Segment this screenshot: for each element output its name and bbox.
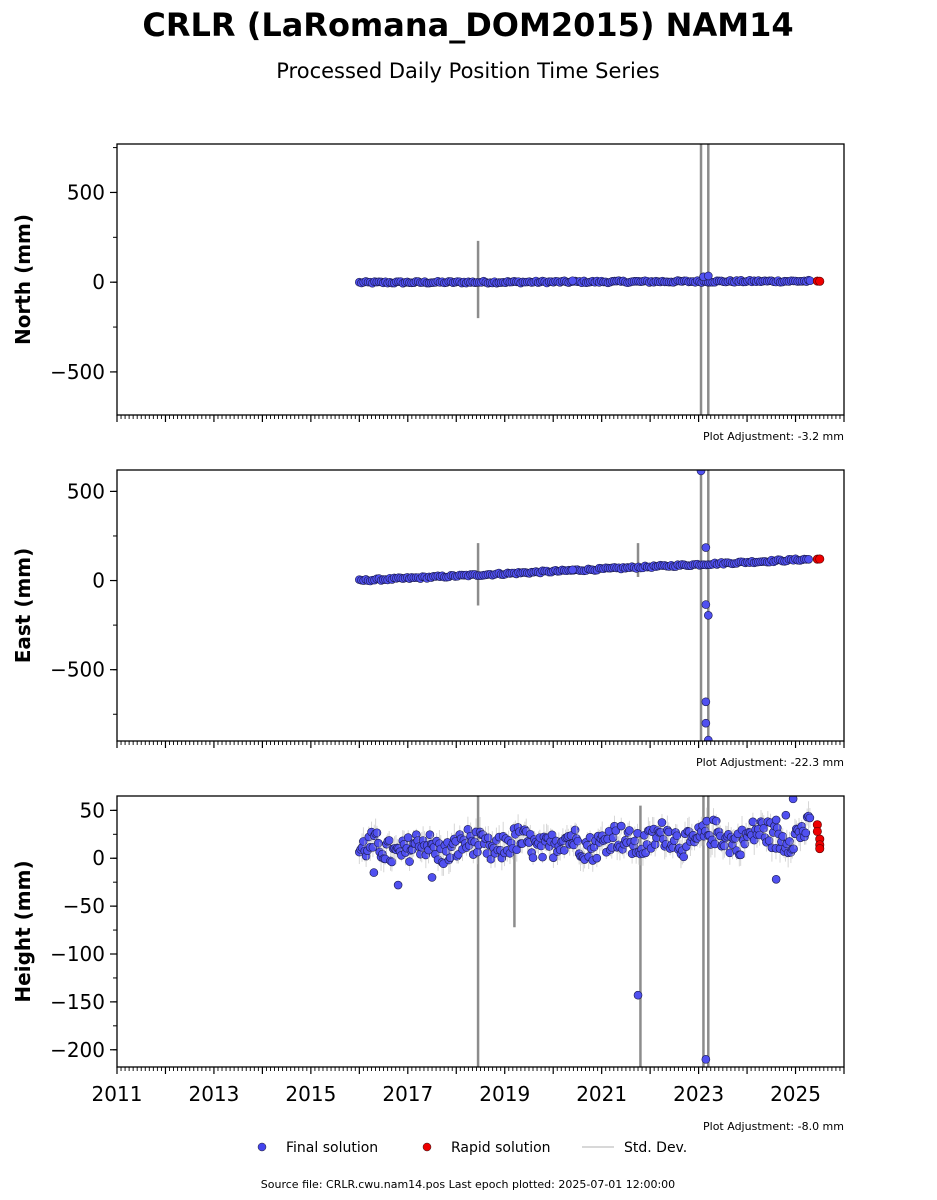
plot-area xyxy=(355,470,825,741)
y-tick-label: −150 xyxy=(50,990,105,1014)
plot-area xyxy=(355,796,825,1067)
rapid-point xyxy=(815,554,825,564)
rapid-point xyxy=(815,276,825,286)
final-point xyxy=(771,815,781,825)
final-point xyxy=(805,813,815,823)
x-tick-label: 2013 xyxy=(188,1082,239,1106)
plot-adjustment-note: Plot Adjustment: -22.3 mm xyxy=(696,756,844,769)
final-point xyxy=(528,853,538,863)
y-tick-label: −500 xyxy=(50,360,105,384)
final-point xyxy=(703,735,713,741)
y-axis-label: North (mm) xyxy=(11,214,35,345)
legend-label: Rapid solution xyxy=(451,1140,551,1156)
final-point xyxy=(771,875,781,884)
rapid-point xyxy=(815,844,825,854)
plot-area xyxy=(355,144,825,415)
plot-frame xyxy=(116,469,845,742)
final-point xyxy=(781,810,791,820)
y-tick-label: 0 xyxy=(92,846,105,870)
y-tick-label: 0 xyxy=(92,569,105,593)
final-point xyxy=(384,836,394,845)
rapid-point xyxy=(812,826,822,836)
legend-item: Rapid solution xyxy=(422,1140,551,1156)
final-point xyxy=(427,873,437,882)
y-tick-label: −200 xyxy=(50,1038,105,1062)
final-point xyxy=(789,844,798,854)
y-axis-label: Height (mm) xyxy=(11,860,35,1002)
final-point xyxy=(736,850,745,860)
figure-subtitle: Processed Daily Position Time Series xyxy=(276,59,660,83)
y-tick-label: 50 xyxy=(80,798,105,822)
final-point xyxy=(672,831,682,841)
final-point xyxy=(611,826,621,836)
final-point xyxy=(701,600,711,609)
final-point xyxy=(703,611,713,620)
legend-label: Final solution xyxy=(286,1140,378,1156)
final-point xyxy=(568,276,577,286)
final-point xyxy=(568,565,577,575)
final-point xyxy=(372,828,382,838)
final-point xyxy=(703,271,713,281)
y-tick-label: 500 xyxy=(67,479,105,503)
figure-title: CRLR (LaRomana_DOM2015) NAM14 xyxy=(142,6,793,44)
final-point xyxy=(701,543,711,552)
final-point xyxy=(592,853,602,863)
final-point xyxy=(788,796,798,804)
final-point xyxy=(405,857,414,866)
y-tick-label: −500 xyxy=(50,658,105,682)
legend: Final solution Rapid solution Std. Dev. xyxy=(257,1140,687,1156)
final-point xyxy=(785,837,794,846)
y-tick-label: −50 xyxy=(63,894,105,918)
x-tick-label: 2023 xyxy=(673,1082,724,1106)
final-point xyxy=(625,826,634,835)
legend-label: Std. Dev. xyxy=(624,1140,687,1156)
x-tick-label: 2011 xyxy=(92,1082,143,1106)
final-point xyxy=(483,833,493,843)
panel-3: −200 −150 −100 −50 0 50 2011 2013 2015 2017 2019 20… xyxy=(11,795,845,1133)
final-point xyxy=(473,847,482,857)
y-tick-label: 0 xyxy=(92,270,105,294)
final-point xyxy=(393,880,403,890)
final-point xyxy=(696,470,706,476)
source-note: Source file: CRLR.cwu.nam14.pos Last epo… xyxy=(261,1178,675,1191)
final-point xyxy=(801,828,811,838)
final-point xyxy=(538,852,547,862)
final-point xyxy=(616,821,626,831)
final-point xyxy=(425,830,435,840)
legend-item: Final solution xyxy=(257,1140,378,1156)
final-point xyxy=(403,833,413,842)
plot-adjustment-note: Plot Adjustment: -8.0 mm xyxy=(703,1120,844,1133)
y-tick-label: 500 xyxy=(67,180,105,204)
panel-2: −500 0 500 East (mm) Plot Adjustment: -22.3 … xyxy=(11,469,845,769)
x-tick-label: 2021 xyxy=(576,1082,627,1106)
legend-item: Std. Dev. xyxy=(582,1140,687,1156)
plot-adjustment-note: Plot Adjustment: -3.2 mm xyxy=(703,430,844,443)
x-tick-label: 2025 xyxy=(770,1082,821,1106)
panel-1: −500 0 500 North (mm) Plot Adjustment: -3.2 … xyxy=(11,143,845,443)
final-point xyxy=(711,816,721,826)
final-point xyxy=(804,555,813,564)
final-point xyxy=(701,1055,711,1064)
final-point xyxy=(701,718,711,728)
final-point xyxy=(570,825,580,835)
legend-marker xyxy=(422,1142,432,1152)
final-point xyxy=(701,697,711,707)
final-point xyxy=(633,990,643,1000)
x-tick-label: 2019 xyxy=(479,1082,530,1106)
y-axis-label: East (mm) xyxy=(11,548,35,664)
final-point xyxy=(679,852,688,862)
final-point xyxy=(369,868,379,877)
final-point xyxy=(657,818,667,827)
x-tick-label: 2017 xyxy=(382,1082,433,1106)
x-tick-label: 2015 xyxy=(285,1082,336,1106)
legend-marker xyxy=(257,1142,267,1152)
y-tick-label: −100 xyxy=(50,942,105,966)
final-point xyxy=(559,846,569,855)
